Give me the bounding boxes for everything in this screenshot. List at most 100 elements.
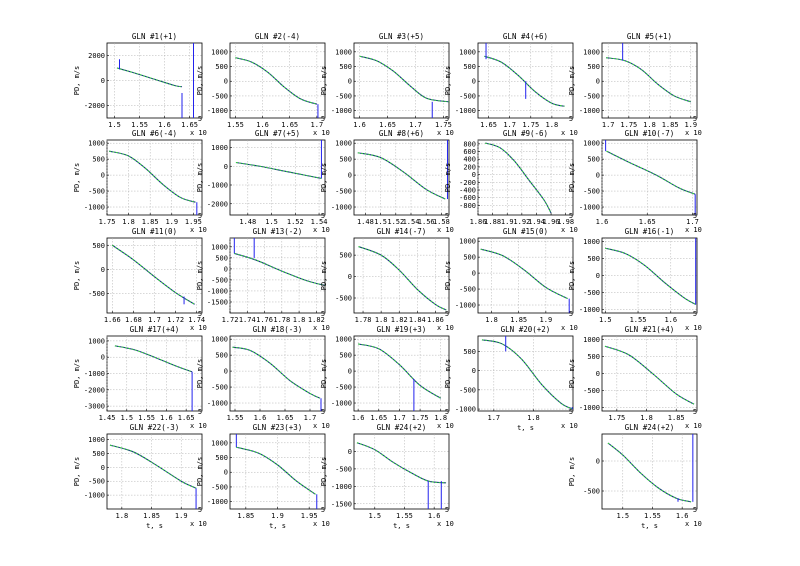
x-exponent-label: x 10 [190, 422, 207, 430]
axes-box [477, 335, 574, 412]
x-exponent-power: 5 [321, 212, 325, 220]
y-tick-label: 500 [463, 63, 476, 71]
y-tick-label: -200 [459, 179, 476, 187]
x-tick-label: 1.7 [393, 414, 406, 422]
x-tick-label: 1.82 [391, 316, 408, 324]
y-tick-label: 1000 [88, 337, 105, 345]
x-tick-label: 1.5 [599, 316, 612, 324]
y-tick-label: -1500 [207, 298, 228, 306]
x-exponent-power: 5 [693, 506, 697, 514]
y-tick-label: 500 [339, 156, 352, 164]
x-tick-label: 1.82 [308, 316, 325, 324]
y-tick-label: -1000 [579, 306, 600, 314]
subplot-title: GLN #16(-1) [625, 227, 675, 236]
x-tick-label: 1.65 [281, 121, 298, 129]
x-tick-label: 1.65 [181, 121, 198, 129]
y-tick-label: -1000 [455, 302, 476, 310]
subplot-title: GLN #20(+2) [501, 325, 551, 334]
y-tick-label: -500 [211, 384, 228, 392]
x-tick-label: 1.74 [239, 316, 256, 324]
y-tick-label: -1000 [579, 204, 600, 212]
y-tick-label: -1000 [455, 107, 476, 115]
subplot-title: GLN #24(+2) [625, 423, 675, 432]
x-exponent-label: x 10 [313, 226, 330, 234]
x-tick-label: 1.8 [546, 121, 559, 129]
x-tick-label: 1.84 [409, 316, 426, 324]
y-tick-label: -500 [459, 386, 476, 394]
x-tick-label: 1.7 [409, 121, 422, 129]
axes-box [353, 42, 450, 119]
x-tick-label: 1.7 [503, 121, 516, 129]
y-tick-label: -500 [335, 465, 352, 473]
x-tick-label: 1.75 [522, 121, 539, 129]
y-tick-label: 800 [463, 140, 476, 148]
y-tick-label: -500 [335, 295, 352, 303]
subplot-title: GLN #21(+4) [625, 325, 675, 334]
x-tick-label: 1.88 [484, 218, 501, 226]
axes-box [601, 139, 698, 216]
y-tick-label: -1000 [84, 204, 105, 212]
series-overlay [356, 442, 447, 484]
x-tick-label: 1.8 [434, 414, 447, 422]
y-tick-label: 0 [224, 469, 228, 477]
y-tick-label: -500 [88, 188, 105, 196]
x-tick-label: 1.55 [396, 512, 413, 520]
x-exponent-label: x 10 [313, 520, 330, 528]
series-overlay [480, 248, 568, 300]
x-tick-label: 1.75 [620, 121, 637, 129]
subplot-8: 1.48 1.5 1.521.541.561.58 -1000 -500 0 500 1000… [320, 129, 454, 234]
subplot-13: 1.78 1.8 1.82 1.84 1.86 -500 0 500 GLN #14(-7) PD… [320, 227, 454, 332]
axes-box [353, 433, 450, 510]
x-exponent-power: 5 [321, 115, 325, 123]
subplot-title: GLN #18(-3) [253, 325, 303, 334]
series-overlay [481, 339, 574, 410]
y-axis-label: PD, m/s [73, 457, 81, 487]
y-tick-label: 0 [472, 171, 476, 179]
x-tick-label: 1.58 [433, 218, 450, 226]
y-tick-label: 0 [472, 78, 476, 86]
x-tick-label: 1.74 [188, 316, 205, 324]
subplot-23: 1.5 1.55 1.6 -1500 -1000 -500 0 GLN #24(+2) PD, … [320, 423, 454, 530]
x-exponent-power: 5 [445, 115, 449, 123]
y-axis-label: PD, m/s [196, 359, 204, 389]
subplot-9: 1.861.88 1.9 1.921.941.961.98 -800-600-400-… [444, 129, 578, 234]
y-axis-label: PD, m/s [568, 457, 576, 487]
y-axis-label: PD, m/s [320, 457, 328, 487]
x-exponent-label: x 10 [561, 324, 578, 332]
x-exponent-power: 5 [569, 310, 573, 318]
subplot-17: 1.55 1.6 1.65 1.7 -1000 -500 0 500 1000 GLN #18(-… [196, 325, 330, 430]
y-tick-label: -500 [88, 478, 105, 486]
x-exponent-label: x 10 [190, 520, 207, 528]
x-tick-label: 1.6 [664, 316, 677, 324]
y-tick-label: 1000 [459, 48, 476, 56]
series-overlay [358, 246, 447, 311]
x-tick-label: 1.8 [375, 316, 388, 324]
x-tick-label: 1.85 [237, 512, 254, 520]
y-tick-label: 1000 [211, 48, 228, 56]
x-tick-label: 1.65 [480, 121, 497, 129]
subplot-22: 1.85 1.9 1.95 -1000 -500 0 500 1000 GLN #23(+3) P… [196, 423, 330, 530]
y-tick-label: 0 [101, 354, 105, 362]
series-overlay [359, 55, 450, 103]
y-tick-label: 500 [587, 255, 600, 263]
x-exponent-label: x 10 [190, 226, 207, 234]
x-exponent-label: x 10 [561, 226, 578, 234]
y-tick-label: 500 [339, 63, 352, 71]
x-tick-label: 1.72 [222, 316, 239, 324]
series-overlay [606, 150, 696, 195]
subplot-title: GLN #15(0) [503, 227, 548, 236]
x-exponent-power: 5 [569, 408, 573, 416]
y-tick-label: 600 [463, 148, 476, 156]
x-tick-label: 1.45 [99, 414, 116, 422]
x-exponent-label: x 10 [685, 520, 702, 528]
x-tick-label: 1.78 [273, 316, 290, 324]
y-axis-label: PD, m/s [444, 163, 452, 193]
x-exponent-label: x 10 [313, 324, 330, 332]
y-tick-label: 0 [348, 78, 352, 86]
x-tick-label: 1.65 [370, 414, 387, 422]
x-tick-label: 1.55 [227, 121, 244, 129]
y-tick-label: -500 [583, 188, 600, 196]
x-axis-label: t, s [517, 424, 534, 432]
series-overlay [234, 253, 326, 286]
